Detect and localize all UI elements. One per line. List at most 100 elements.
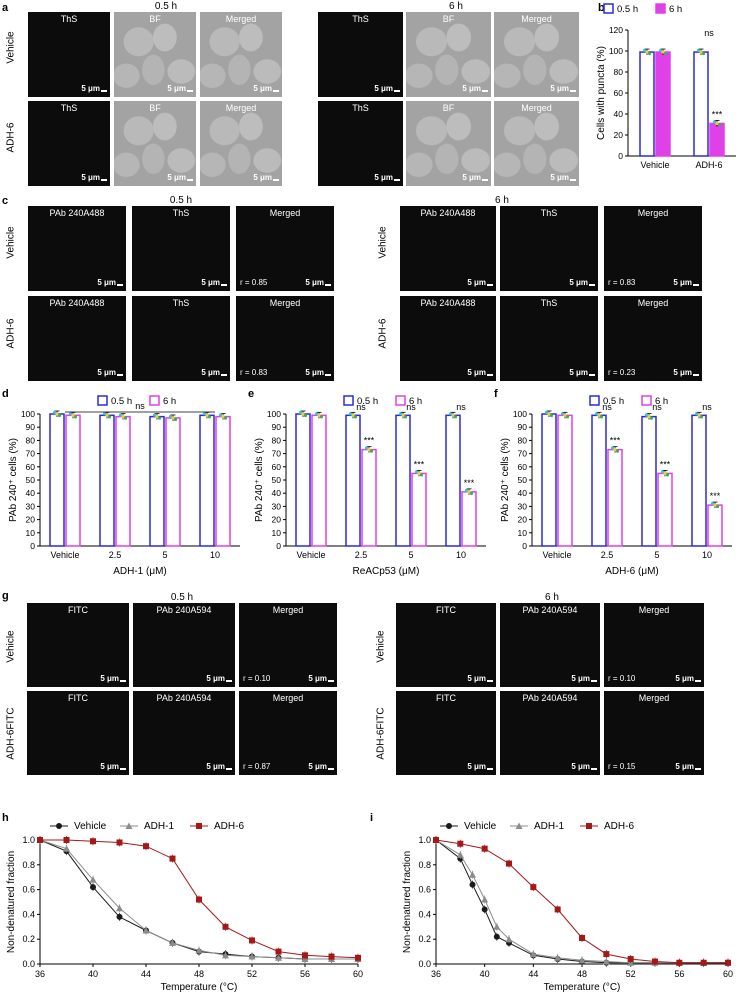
bar (445, 414, 461, 547)
micrograph-c-veh-merged-6: Merged r = 0.83 5 μm (604, 206, 702, 291)
data-point (73, 415, 78, 419)
data-point (597, 413, 601, 417)
data-point (68, 412, 73, 416)
data-point (613, 448, 617, 452)
data-point (417, 471, 421, 475)
bar (361, 448, 377, 547)
data-point (645, 50, 649, 54)
x-tick-label: 60 (723, 969, 733, 979)
y-tick-label: 60 (614, 88, 624, 98)
data-point (218, 413, 223, 417)
data-point (71, 413, 75, 417)
x-tick-label: 2.5 (355, 550, 368, 560)
bar (295, 413, 311, 547)
micrograph-c-adh-ths-05: ThS 5 μm (132, 296, 230, 381)
bar (655, 51, 671, 157)
panel-c-row-adh6: ADH-6 (5, 318, 17, 349)
micrograph-c-veh-merged-05: Merged r = 0.85 5 μm (236, 206, 334, 291)
y-tick-label: 0.6 (418, 885, 431, 895)
y-tick-label: 0.2 (22, 934, 35, 944)
data-point (699, 50, 703, 54)
panel-letter-e: e (248, 388, 255, 400)
panel-letter-a: a (2, 2, 9, 14)
data-point (563, 413, 567, 417)
legend-label: 6 h (409, 396, 422, 407)
data-point (171, 416, 175, 420)
data-point (453, 415, 458, 419)
bar (709, 122, 725, 157)
data-point (89, 876, 97, 883)
y-tick-label: 0.4 (22, 909, 35, 919)
bar (707, 504, 723, 547)
legend-label: 6 h (655, 396, 668, 407)
x-tick-label: 56 (674, 969, 684, 979)
x-tick-label: 44 (141, 969, 151, 979)
legend-swatch (395, 395, 406, 406)
data-point (55, 412, 59, 416)
y-axis-label: PAb 240⁺ cells (%) (8, 438, 19, 522)
panel-a-time-2: 6 h (449, 1, 463, 12)
x-tick-label: Vehicle (640, 160, 669, 170)
bar (557, 414, 573, 547)
micrograph-a-adh-bf-6: BF 5 μm (406, 101, 491, 186)
bar (657, 472, 673, 547)
data-point (90, 838, 96, 845)
data-point (169, 939, 176, 946)
y-tick-label: 0.0 (22, 959, 35, 969)
panel-c-row-vehicle-2: Vehicle (377, 226, 389, 259)
x-tick-label: 5 (408, 550, 413, 560)
bar (641, 415, 657, 547)
x-tick-label: 60 (353, 969, 363, 979)
panel-letter-b: b (598, 2, 605, 14)
bar (49, 413, 65, 547)
ns-label: ns (602, 402, 612, 412)
legend-swatch (655, 3, 666, 14)
y-tick-label: 100 (609, 46, 623, 56)
bar (215, 415, 231, 547)
bar (541, 413, 557, 547)
data-point (301, 412, 305, 416)
data-point (627, 956, 634, 963)
y-tick-label: 40 (272, 488, 282, 498)
panel-c-time-1: 0.5 h (169, 195, 193, 206)
y-tick-label: 20 (614, 130, 624, 140)
data-point (173, 417, 178, 422)
y-tick-label: 0.4 (418, 909, 431, 919)
data-point (660, 470, 665, 474)
micrograph-c-veh-pab-6: PAb 240A488 5 μm (400, 206, 496, 291)
data-point (610, 446, 615, 450)
micrograph-a-adh-ths-6: ThS 5 μm (318, 101, 403, 186)
data-point (697, 413, 701, 417)
y-axis-label: Cells with puncta (%) (596, 46, 607, 140)
data-point (155, 415, 159, 419)
panel-letter-g: g (2, 590, 9, 602)
significance-label: *** (464, 478, 475, 488)
data-point (579, 934, 585, 941)
panel-a-time-1: 0.5 h (154, 1, 178, 12)
ns-label: ns (356, 402, 366, 412)
data-point (319, 415, 324, 419)
panel-g-row-vehicle-2: Vehicle (375, 630, 387, 663)
data-point (565, 415, 570, 419)
panel-c-row-adh6-2: ADH-6 (377, 318, 389, 349)
data-point (694, 412, 699, 416)
micrograph-g-adh-pab-05: PAb 240A594 5 μm (133, 691, 235, 775)
x-tick-label: 48 (194, 969, 204, 979)
data-point (63, 845, 70, 852)
data-point (207, 415, 212, 419)
data-point (665, 473, 670, 477)
bar (607, 448, 623, 547)
bar (693, 51, 709, 157)
micrograph-c-adh-merged-05: Merged r = 0.83 5 μm (236, 296, 334, 381)
ns-label: ns (456, 402, 466, 412)
y-tick-label: 80 (272, 435, 282, 445)
y-tick-label: 20 (272, 515, 282, 525)
data-point (152, 413, 157, 417)
micrograph-a-veh-bf-6: BF 5 μm (406, 12, 491, 97)
data-point (57, 413, 62, 418)
data-point (578, 956, 586, 964)
micrograph-g-adh-fitc-05: FITC 5 μm (27, 691, 129, 775)
x-tick-label: Vehicle (542, 550, 571, 560)
y-tick-label: 0.8 (418, 860, 431, 870)
data-point (649, 416, 654, 420)
